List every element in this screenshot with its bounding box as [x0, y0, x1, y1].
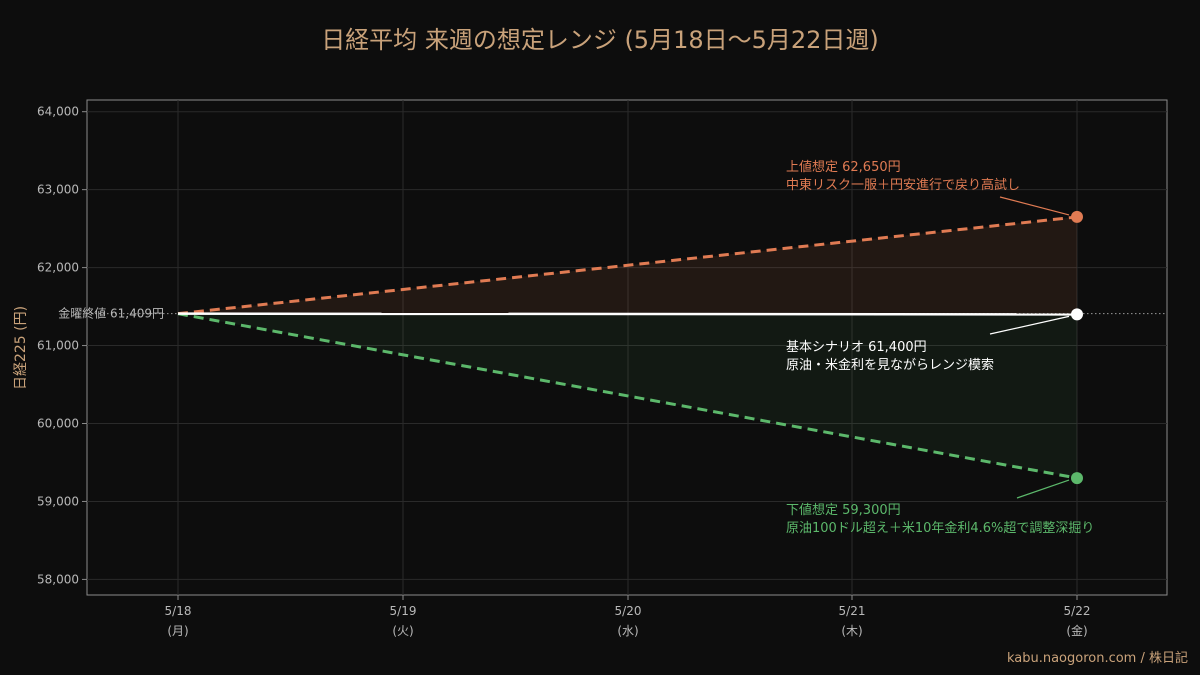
- annotation-lower-title: 下値想定 59,300円: [786, 502, 901, 518]
- series-lines: [177, 215, 1078, 480]
- annotations: 上値想定 62,650円 中東リスク一服＋円安進行で戻り高試し 基本シナリオ 6…: [786, 159, 1094, 536]
- series-points: [1071, 210, 1083, 485]
- point-base-end: [1071, 308, 1083, 321]
- point-lower-end: [1071, 472, 1083, 485]
- annotation-lower-desc: 原油100ドル超え＋米10年金利4.6%超で調整深掘り: [786, 520, 1094, 536]
- x-tick-label-date: 5/21: [839, 604, 866, 618]
- annotation-base-title: 基本シナリオ 61,400円: [786, 340, 927, 355]
- x-tick-label-day: (月): [167, 624, 188, 638]
- credit-text: kabu.naogoron.com / 株日記: [1007, 650, 1188, 666]
- chart-title: 日経平均 来週の想定レンジ (5月18日〜5月22日週): [321, 26, 879, 54]
- x-tick-label-day: (水): [617, 624, 638, 638]
- leader-lower: [1016, 479, 1070, 499]
- series-line-base: [177, 312, 1078, 316]
- leader-upper: [999, 196, 1070, 216]
- series-line-upper: [177, 215, 1078, 316]
- x-tick-label-date: 5/22: [1064, 604, 1091, 618]
- plot-area: [86, 99, 1168, 596]
- x-tick-label-day: (金): [1066, 623, 1087, 638]
- y-tick-label: 63,000: [37, 183, 79, 197]
- x-tick-label-day: (木): [841, 624, 862, 638]
- leader-base: [989, 315, 1070, 335]
- y-tick-label: 62,000: [37, 261, 79, 275]
- x-tick-label-date: 5/20: [615, 604, 642, 618]
- annotation-base-desc: 原油・米金利を見ながらレンジ模索: [786, 357, 994, 373]
- point-upper-end: [1071, 210, 1083, 223]
- annotation-leaders: [989, 196, 1070, 499]
- annotation-upper-title: 上値想定 62,650円: [786, 159, 901, 175]
- grid: [87, 100, 1167, 595]
- y-axis-label: 日経225 (円): [13, 306, 29, 390]
- series-line-lower: [177, 312, 1078, 480]
- x-tick-label-day: (火): [392, 624, 413, 638]
- y-tick-label: 58,000: [37, 572, 79, 586]
- y-tick-label: 61,000: [37, 339, 79, 353]
- y-axis-ticks: 58,000 59,000 60,000 61,000 62,000 63,000 64,0…: [37, 105, 87, 586]
- x-tick-label-date: 5/19: [390, 604, 417, 618]
- y-tick-label: 60,000: [37, 417, 79, 431]
- y-tick-label: 59,000: [37, 494, 79, 508]
- y-tick-label: 64,000: [37, 105, 79, 119]
- x-axis-ticks: 5/18 (月) 5/19 (火) 5/20 (水) 5/21 (木) 5/22 (金): [165, 595, 1091, 638]
- annotation-upper-desc: 中東リスク一服＋円安進行で戻り高試し: [786, 177, 1020, 193]
- x-tick-label-date: 5/18: [165, 604, 192, 618]
- reference-line-label: 金曜終値 61,409円: [58, 306, 164, 321]
